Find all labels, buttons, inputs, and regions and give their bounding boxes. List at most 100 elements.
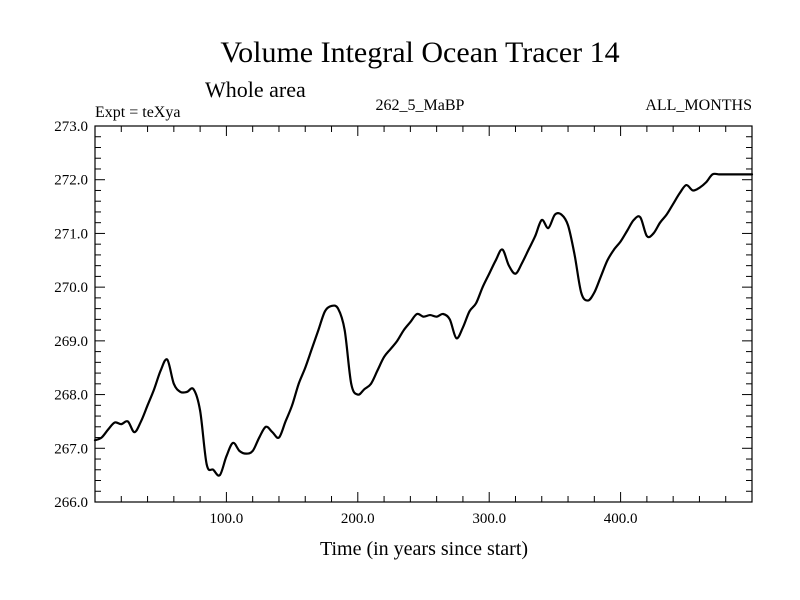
data-point xyxy=(744,173,747,176)
data-point xyxy=(245,452,248,455)
data-point xyxy=(593,291,596,294)
data-point xyxy=(659,221,661,224)
data-point xyxy=(258,436,261,439)
data-point xyxy=(402,329,405,332)
data-point xyxy=(751,173,753,176)
data-point xyxy=(462,326,464,329)
data-point xyxy=(534,235,537,238)
data-point xyxy=(435,315,438,318)
data-point xyxy=(665,213,668,216)
data-point xyxy=(422,315,425,318)
data-point xyxy=(278,436,280,439)
y-tick-label: 267.0 xyxy=(54,441,88,457)
data-point xyxy=(678,192,681,195)
chart-title: Volume Integral Ocean Tracer 14 xyxy=(220,36,619,69)
data-point xyxy=(356,393,359,396)
data-point xyxy=(488,272,491,275)
data-point xyxy=(310,348,313,350)
data-point xyxy=(199,409,202,412)
data-point xyxy=(494,259,497,262)
data-point xyxy=(475,302,477,305)
data-point xyxy=(140,420,142,423)
data-point xyxy=(330,305,333,307)
data-point xyxy=(455,337,458,340)
data-point xyxy=(343,329,346,332)
data-point xyxy=(133,431,136,434)
y-axis: 266.0 267.0 268.0 269.0 270.0 271.0 272.0 273.0 xyxy=(54,119,752,511)
data-point xyxy=(567,224,569,227)
data-points xyxy=(94,173,753,477)
data-point xyxy=(159,369,162,372)
data-point xyxy=(271,431,274,434)
data-point xyxy=(606,259,609,262)
data-point xyxy=(146,404,149,407)
data-point xyxy=(508,264,510,267)
data-point xyxy=(672,202,675,205)
data-point xyxy=(481,286,484,289)
data-point xyxy=(711,173,714,176)
data-point xyxy=(166,358,169,361)
data-point xyxy=(297,382,300,385)
data-point xyxy=(291,404,293,407)
data-line xyxy=(93,172,754,477)
x-tick-label: 200.0 xyxy=(341,511,375,527)
y-tick-label: 271.0 xyxy=(54,226,88,242)
plot-frame xyxy=(94,125,753,503)
data-point xyxy=(107,428,110,431)
data-point xyxy=(324,310,326,313)
data-point xyxy=(573,254,576,256)
data-point xyxy=(94,439,96,442)
data-point xyxy=(251,450,254,452)
data-point xyxy=(153,388,156,391)
data-point xyxy=(514,272,517,275)
data-point xyxy=(448,318,451,321)
data-point xyxy=(416,313,418,315)
y-tick-label: 270.0 xyxy=(54,280,88,296)
data-point xyxy=(652,232,655,235)
y-tick-label: 269.0 xyxy=(54,334,88,350)
data-point xyxy=(547,227,550,229)
data-point xyxy=(205,463,208,466)
data-point xyxy=(429,314,431,316)
data-point xyxy=(370,382,372,385)
data-point xyxy=(304,366,307,369)
data-point xyxy=(698,186,701,189)
data-point xyxy=(560,213,563,216)
data-point xyxy=(501,248,504,251)
period-label: 262_5_MaBP xyxy=(376,97,465,114)
y-tick-label: 273.0 xyxy=(54,119,88,135)
data-point xyxy=(218,474,221,477)
data-point xyxy=(225,455,228,458)
data-point xyxy=(179,390,182,393)
data-point xyxy=(192,388,195,391)
data-point xyxy=(363,388,366,391)
x-axis-label: Time (in years since start) xyxy=(320,538,528,560)
x-tick-label: 300.0 xyxy=(472,511,506,527)
data-point xyxy=(619,240,622,243)
data-point xyxy=(599,275,602,278)
data-point xyxy=(350,382,353,385)
data-point xyxy=(632,219,635,221)
data-point xyxy=(442,313,445,315)
chart-subtitle: Whole area xyxy=(205,77,306,102)
data-point xyxy=(645,235,648,238)
data-point xyxy=(389,348,392,350)
data-point xyxy=(586,299,589,302)
data-point xyxy=(232,442,234,444)
data-point xyxy=(691,189,694,192)
data-point xyxy=(238,450,241,452)
data-point xyxy=(580,291,583,294)
data-point xyxy=(396,339,399,342)
data-point xyxy=(685,184,688,186)
data-point xyxy=(468,310,471,313)
data-point xyxy=(100,436,103,439)
data-point xyxy=(317,329,320,332)
data-point xyxy=(126,420,129,423)
data-point xyxy=(718,173,721,176)
data-point xyxy=(409,321,412,323)
data-point xyxy=(737,173,740,176)
data-point xyxy=(186,390,188,393)
data-point xyxy=(724,173,727,176)
data-point xyxy=(731,173,734,176)
y-tick-label: 272.0 xyxy=(54,173,88,189)
